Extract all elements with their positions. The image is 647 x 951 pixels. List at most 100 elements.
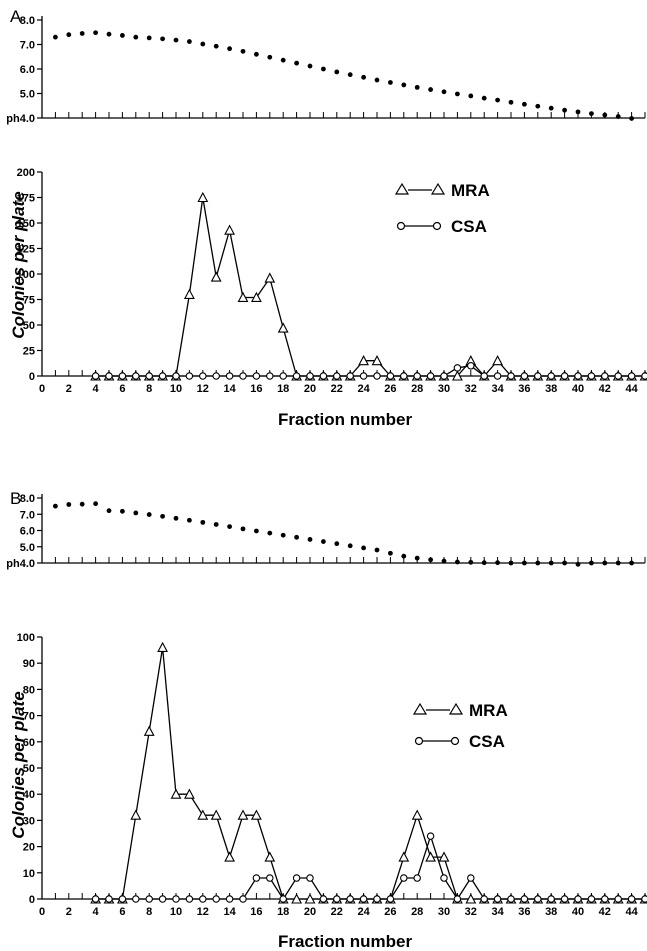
a-col-x-tick-label: 16 <box>250 383 262 395</box>
a-col-x-tick-label: 14 <box>223 383 236 395</box>
a-ph-ph-point <box>133 34 139 40</box>
a-col-csa-point <box>252 372 261 380</box>
b-col-x-tick-label: 8 <box>146 906 152 918</box>
legend-mra-marker-a <box>394 182 446 195</box>
a-ph-ph-point <box>441 89 447 95</box>
b-ph-ph-point <box>615 560 621 566</box>
b-col-csa-point <box>306 874 314 882</box>
b-col-x-tick-label: 4 <box>93 906 100 918</box>
b-col-csa-point <box>574 895 582 903</box>
b-ph-ph-point <box>548 560 554 566</box>
b-col-mra-point <box>143 725 155 736</box>
b-col-x-tick-label: 30 <box>438 906 450 918</box>
panel-label-a: A <box>10 7 22 26</box>
a-col-csa-point <box>185 372 194 380</box>
b-ph-ph-point <box>508 560 514 566</box>
a-col-csa-point <box>158 372 167 380</box>
y-axis-title-b: Colonies per plate <box>9 691 28 838</box>
b-col-csa-point <box>453 895 462 903</box>
a-col-csa-point <box>413 372 421 380</box>
b-ph-ph-point <box>200 519 206 525</box>
a-col-csa-point <box>534 372 542 380</box>
b-ph-ph-point <box>441 558 447 564</box>
b-ph-ph-point <box>602 560 608 566</box>
b-col-csa-point <box>333 895 341 903</box>
b-col-csa-point <box>252 874 261 882</box>
a-col-csa-point <box>520 372 529 380</box>
b-col-csa-point <box>225 895 234 903</box>
a-col-mra-point <box>277 322 289 333</box>
a-col-x-tick-label: 26 <box>384 383 396 395</box>
a-ph-ph-point <box>200 41 206 47</box>
a-col-csa-point <box>614 372 622 380</box>
b-ph-y-tick-label: 6.0 <box>20 526 35 538</box>
b-col-y-tick-label: 40 <box>23 789 35 801</box>
a-col-x-tick-label: 22 <box>331 383 343 395</box>
b-ph-ph-point <box>280 532 286 538</box>
a-col-csa-point <box>279 372 287 380</box>
b-col-y-tick-label: 100 <box>17 632 35 644</box>
b-col-csa-point <box>534 895 542 903</box>
b-ph-ph-point <box>428 557 433 563</box>
b-col-csa-point <box>118 895 127 903</box>
b-col-mra-point <box>398 851 410 862</box>
a-col-csa-point <box>105 372 113 380</box>
b-ph-ph-point <box>522 560 527 566</box>
a-col-x-tick-label: 42 <box>599 383 611 395</box>
a-ph-ph-point <box>589 111 594 116</box>
legend-mra-label-b: MRA <box>469 701 508 720</box>
b-col-x-tick-label: 22 <box>331 906 343 918</box>
a-col-csa-point <box>400 372 408 380</box>
a-col-x-tick-label: 24 <box>357 383 370 395</box>
b-col-y-tick-label: 90 <box>23 658 35 670</box>
b-ph-ph-point <box>307 537 313 542</box>
a-ph-ph-point <box>468 93 474 99</box>
x-axis-title-a: Fraction number <box>278 410 413 429</box>
a-col-csa-point <box>333 372 341 380</box>
b-ph-y-tick-label: 7.0 <box>20 509 35 521</box>
a-col-x-tick-label: 10 <box>170 383 182 395</box>
a-col-mra-point <box>492 355 504 366</box>
b-col-csa-point <box>426 832 435 840</box>
b-ph-ph-point <box>240 526 246 532</box>
a-ph-ph-point <box>280 57 286 63</box>
a-col-csa-point <box>212 372 220 380</box>
a-ph-ph-point <box>428 87 433 92</box>
a-ph-ph-point <box>79 31 85 36</box>
a-ph-ph-point <box>414 84 420 90</box>
b-col-csa-point <box>185 895 194 903</box>
a-col-csa-point <box>440 372 448 380</box>
a-col-mra-point <box>183 288 195 299</box>
b-col-csa-point <box>493 895 502 903</box>
b-col-mra-point <box>465 893 477 904</box>
a-ph-ph-point <box>187 39 192 44</box>
b-ph-ph-point <box>414 555 420 561</box>
b-col-csa-point <box>132 895 140 903</box>
a-col-mra-line <box>95 197 645 377</box>
b-col-mra-point <box>183 788 195 799</box>
a-ph-ph-point <box>227 46 233 52</box>
b-col-x-tick-label: 20 <box>304 906 316 918</box>
b-col-x-tick-label: 38 <box>545 906 557 918</box>
b-col-csa-point <box>279 895 287 903</box>
b-ph-ph-point <box>79 501 85 507</box>
b-col-mra-point <box>250 809 262 820</box>
a-ph-ph-point <box>160 36 166 42</box>
a-col-x-tick-label: 28 <box>411 383 423 395</box>
b-col-y-tick-label: 30 <box>23 815 35 827</box>
b-ph-y-tick-label: ph4.0 <box>6 558 35 570</box>
a-ph-ph-point <box>53 34 58 40</box>
b-col-csa-point <box>359 895 368 903</box>
legend-mra-marker-b <box>412 702 464 715</box>
a-ph-ph-point <box>522 101 527 107</box>
a-col-csa-point <box>426 372 435 380</box>
a-col-csa-point <box>306 372 314 380</box>
b-col-csa-point <box>386 895 395 903</box>
a-col-x-tick-label: 8 <box>146 383 152 395</box>
a-col-mra-point <box>197 191 209 203</box>
a-ph-ph-point <box>508 99 514 105</box>
b-col-csa-point <box>199 895 207 903</box>
a-col-csa-point <box>91 372 100 380</box>
b-col-csa-point <box>105 895 113 903</box>
